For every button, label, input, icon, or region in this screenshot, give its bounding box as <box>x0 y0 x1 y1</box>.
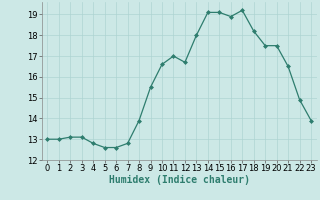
X-axis label: Humidex (Indice chaleur): Humidex (Indice chaleur) <box>109 175 250 185</box>
